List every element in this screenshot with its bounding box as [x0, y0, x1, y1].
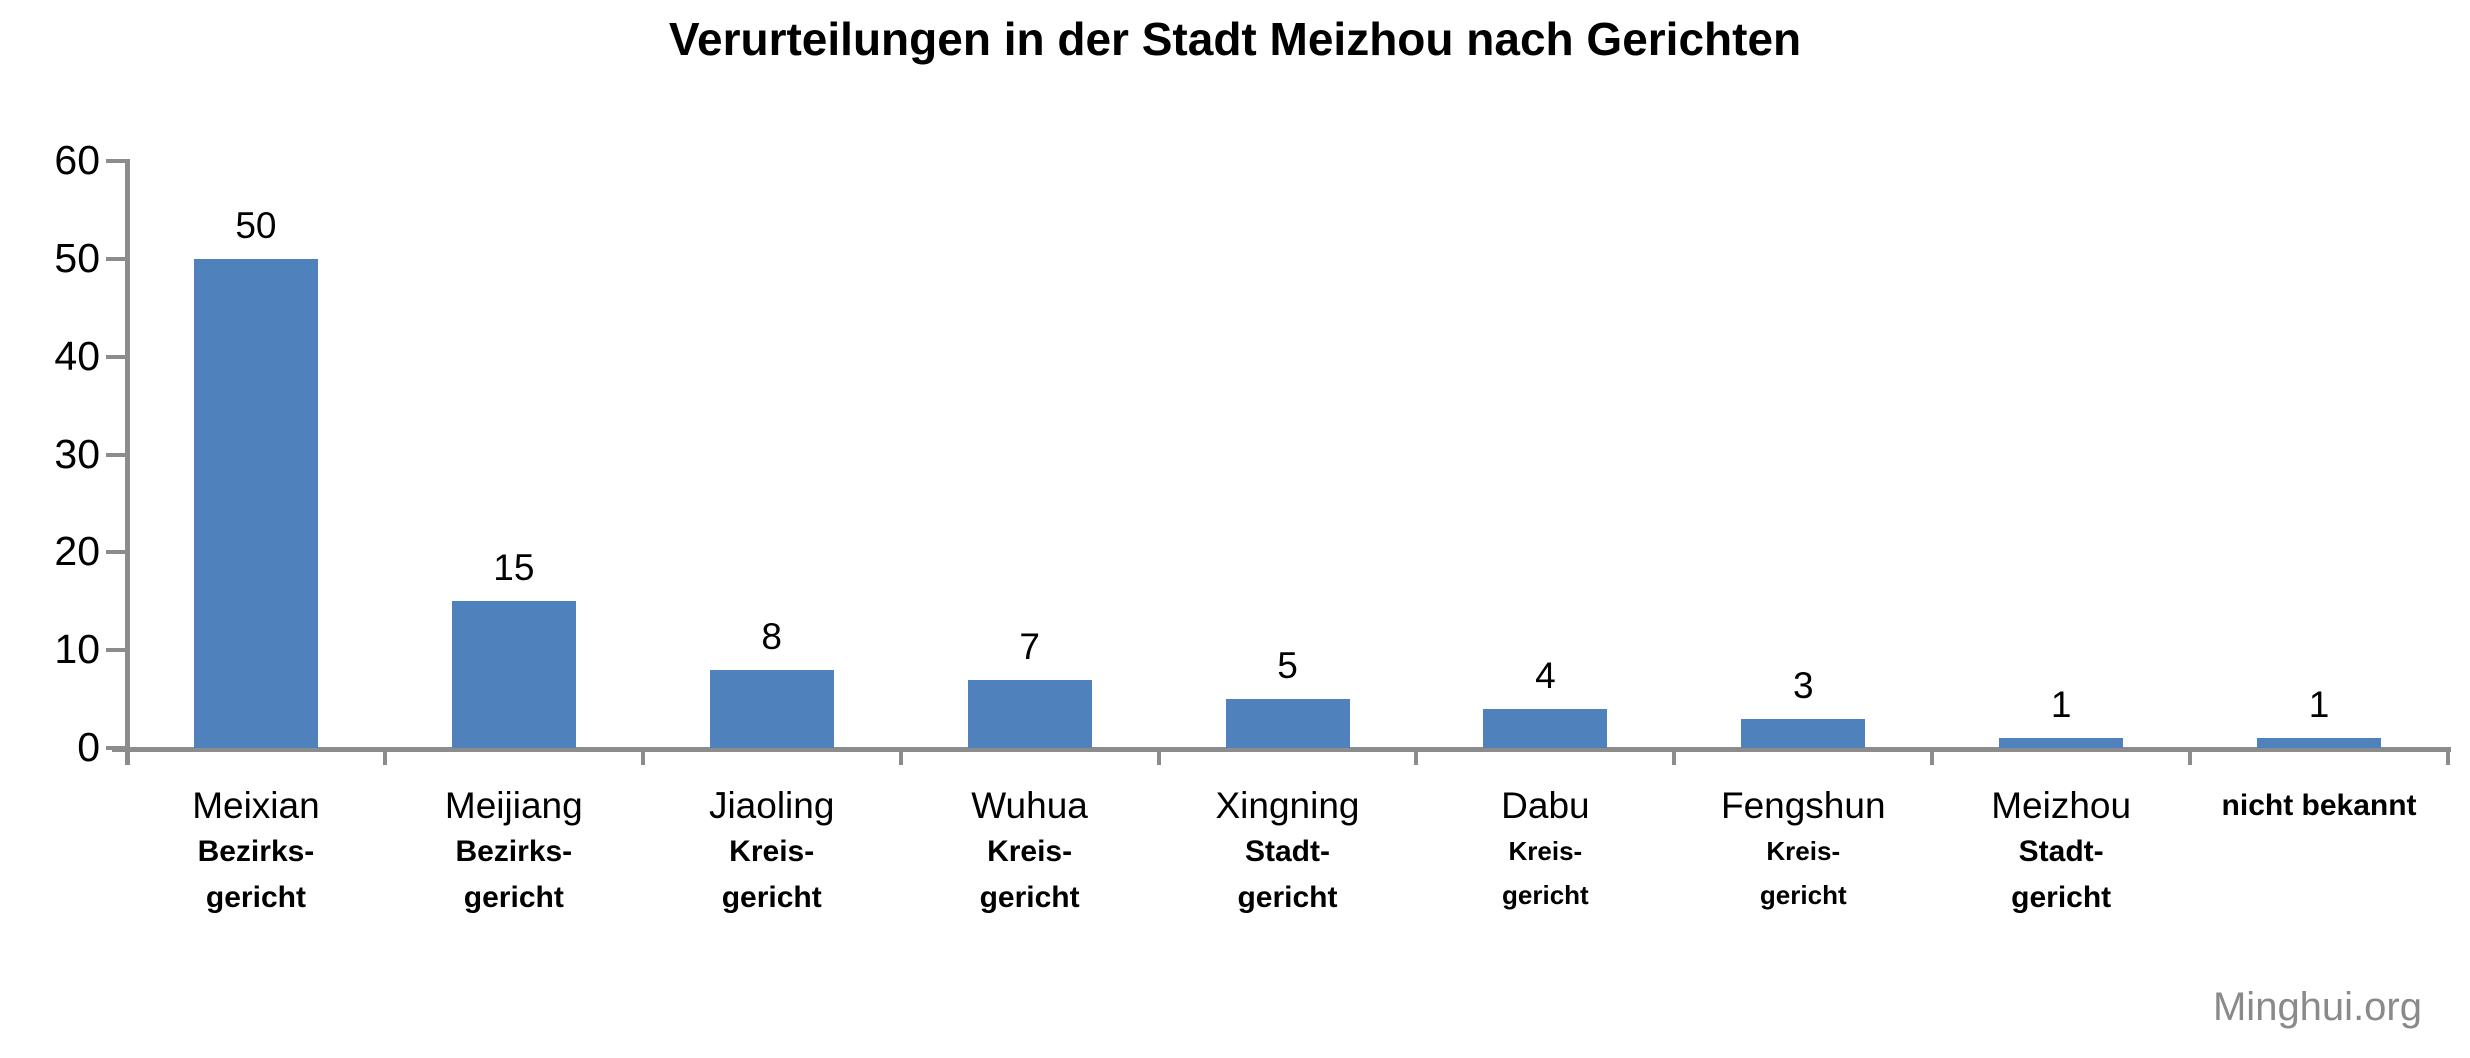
- bar-value-label: 5: [1277, 645, 1298, 687]
- y-axis-tick: [106, 159, 128, 163]
- bar: [709, 669, 834, 748]
- category-subline: Stadt-: [1244, 835, 1330, 868]
- category-subline: Kreis-: [987, 835, 1073, 868]
- y-axis-tick-label: 40: [54, 332, 100, 379]
- bar: [451, 601, 576, 748]
- category-subline: Bezirks-: [197, 835, 315, 868]
- category-name: Fengshun: [1720, 785, 1886, 826]
- y-axis-tick-label: 30: [54, 430, 100, 477]
- x-axis-tick: [1156, 752, 1161, 765]
- bar: [1741, 718, 1866, 748]
- category-label: Meizhou Stadt-gericht: [1932, 782, 2190, 921]
- bar: [1483, 708, 1608, 748]
- category-subline: gericht: [205, 881, 306, 914]
- category-subline: gericht: [979, 881, 1080, 914]
- category-name: Meixian: [192, 785, 320, 826]
- category-label: nicht bekannt: [2190, 782, 2448, 829]
- bar-value-label: 15: [493, 547, 535, 589]
- bar: [193, 258, 318, 748]
- y-axis-tick: [106, 550, 128, 555]
- bar-value-label: 1: [2308, 684, 2330, 726]
- category-subline: Kreis-: [1508, 836, 1583, 866]
- y-axis-tick-label: 60: [54, 137, 100, 183]
- bar-value-label: 4: [1535, 654, 1556, 696]
- y-axis-tick: [106, 354, 128, 359]
- bar: [967, 679, 1092, 748]
- x-axis-tick: [1414, 752, 1419, 765]
- category-subline: gericht: [2011, 881, 2112, 914]
- bar-value-label: 1: [2050, 684, 2072, 726]
- category-name: Xingning: [1215, 785, 1360, 826]
- bar-value-label: 3: [1792, 664, 1814, 706]
- bar: [1225, 699, 1350, 748]
- category-subline: Kreis-: [729, 835, 815, 868]
- y-axis-tick-label: 10: [54, 626, 100, 673]
- category-name: Jiaoling: [708, 785, 835, 826]
- bar-value-label: 8: [761, 615, 782, 657]
- y-axis-tick-label: 50: [54, 234, 100, 281]
- x-axis-tick: [2188, 752, 2193, 765]
- category-label: Xingning Stadt-gericht: [1159, 782, 1417, 921]
- category-subline: Stadt-: [2018, 835, 2104, 868]
- category-label: Fengshun Kreis-gericht: [1674, 782, 1932, 917]
- category-name: Meizhou: [1991, 785, 2132, 826]
- y-axis-tick: [106, 648, 128, 653]
- category-name: Meijiang: [444, 785, 583, 826]
- x-axis-tick: [1930, 752, 1935, 765]
- category-label: Meijiang Bezirks-gericht: [385, 782, 643, 921]
- bar-value-label: 7: [1019, 625, 1040, 667]
- bar-value-label: 50: [235, 204, 277, 246]
- y-axis-tick-label: 20: [54, 528, 100, 575]
- category-subline: gericht: [1502, 880, 1589, 910]
- category-subline: Kreis-: [1766, 836, 1841, 866]
- category-label: Meixian Bezirks-gericht: [127, 782, 385, 921]
- category-name: Dabu: [1501, 785, 1590, 826]
- category-name: nicht bekannt: [2221, 789, 2417, 822]
- watermark: Minghui.org: [2212, 985, 2422, 1029]
- y-axis-tick-label: 0: [77, 724, 100, 770]
- y-axis-tick: [106, 256, 128, 261]
- x-axis-tick: [898, 752, 903, 765]
- category-label: Dabu Kreis-gericht: [1416, 782, 1674, 917]
- category-name: Wuhua: [971, 785, 1088, 826]
- x-axis-line: [112, 747, 2451, 752]
- y-axis-line: [125, 159, 130, 765]
- y-axis-tick: [106, 452, 128, 457]
- x-axis-tick: [1672, 752, 1677, 765]
- x-axis-tick: [2446, 752, 2450, 765]
- bar: [2257, 738, 2382, 748]
- category-subline: gericht: [463, 881, 564, 914]
- y-axis-tick: [106, 746, 128, 750]
- x-axis-tick: [640, 752, 645, 765]
- category-label: Jiaoling Kreis-gericht: [643, 782, 901, 921]
- chart-title: Verurteilungen in der Stadt Meizhou nach…: [668, 13, 1802, 65]
- bar: [1999, 738, 2124, 748]
- category-subline: gericht: [1759, 880, 1847, 910]
- category-label: Wuhua Kreis-gericht: [901, 782, 1159, 921]
- category-subline: gericht: [1237, 881, 1338, 914]
- category-subline: Bezirks-: [455, 835, 573, 868]
- category-subline: gericht: [721, 881, 822, 914]
- x-axis-tick: [382, 752, 387, 765]
